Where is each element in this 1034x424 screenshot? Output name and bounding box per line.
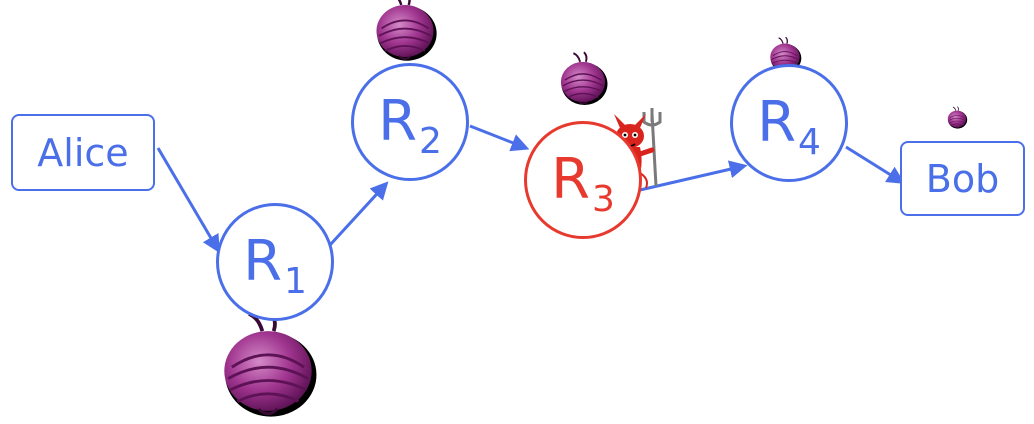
arrow-r1-r2 bbox=[328, 181, 389, 247]
relay-letter: R bbox=[551, 147, 590, 212]
bob-node: Bob bbox=[900, 141, 1025, 216]
alice-label: Alice bbox=[37, 130, 129, 175]
arrow-r4-bob bbox=[845, 145, 906, 184]
relay-letter: R bbox=[757, 90, 796, 155]
relay-subscript: 4 bbox=[798, 122, 821, 163]
relay-letter: R bbox=[243, 229, 282, 294]
relay-subscript: 2 bbox=[419, 121, 442, 162]
relay-letter: R bbox=[378, 89, 417, 154]
bob-label: Bob bbox=[925, 156, 1000, 201]
onion-icon bbox=[559, 51, 609, 107]
relay-subscript: 3 bbox=[592, 179, 615, 220]
arrow-alice-r1 bbox=[156, 147, 220, 254]
onion-icon bbox=[375, 0, 438, 63]
onion-icon bbox=[947, 106, 968, 130]
relay-subscript: 1 bbox=[284, 261, 307, 302]
onion-icon bbox=[222, 310, 319, 419]
arrow-r2-r3 bbox=[469, 124, 530, 152]
alice-node: Alice bbox=[11, 114, 155, 191]
arrow-r3-r4 bbox=[639, 160, 748, 192]
